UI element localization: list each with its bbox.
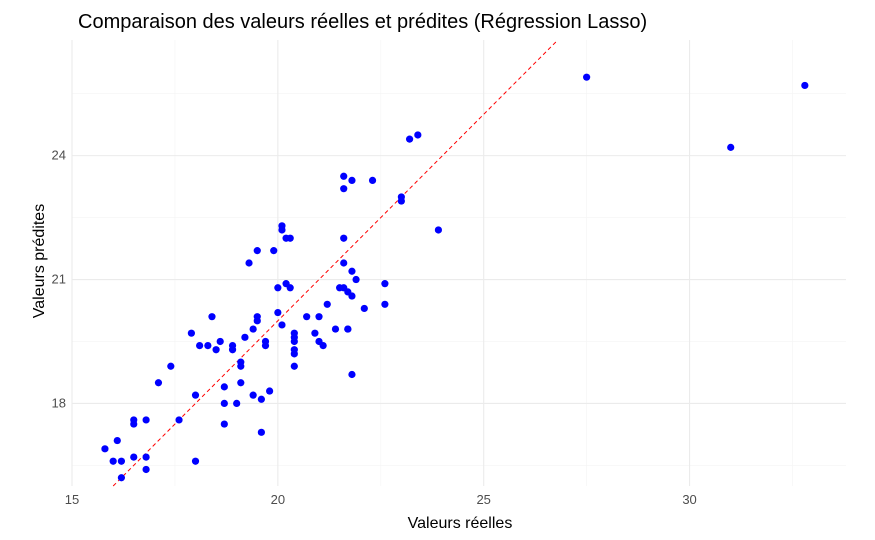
data-point xyxy=(245,259,253,267)
data-point xyxy=(241,333,249,341)
data-point xyxy=(191,391,200,399)
data-point xyxy=(208,313,216,321)
data-point xyxy=(278,321,286,329)
data-point xyxy=(101,445,109,453)
data-point xyxy=(311,329,319,337)
data-point xyxy=(340,234,348,242)
y-axis-ticks: 18 21 24 xyxy=(52,148,66,411)
data-point xyxy=(142,416,150,424)
data-point xyxy=(344,325,352,333)
x-tick-label: 30 xyxy=(682,492,696,507)
data-point xyxy=(315,313,323,321)
data-point xyxy=(228,341,237,350)
data-point xyxy=(348,176,356,185)
y-tick-label: 21 xyxy=(52,272,66,287)
data-point xyxy=(340,185,348,193)
y-tick-label: 18 xyxy=(52,395,66,410)
data-point xyxy=(319,341,327,350)
data-point xyxy=(270,247,278,255)
data-point xyxy=(340,259,348,267)
data-point xyxy=(142,465,150,474)
data-point xyxy=(331,325,340,333)
y-axis-title: Valeurs prédites xyxy=(31,204,48,318)
grid xyxy=(71,40,846,486)
chart-title: Comparaison des valeurs réelles et prédi… xyxy=(78,11,647,33)
data-point xyxy=(191,457,200,465)
data-point xyxy=(109,457,117,465)
data-point xyxy=(249,391,257,399)
y-tick-label: 24 xyxy=(52,148,66,163)
data-point xyxy=(286,284,294,292)
data-point xyxy=(266,387,274,395)
data-point xyxy=(303,313,311,321)
data-point xyxy=(113,436,121,445)
data-point xyxy=(220,420,228,428)
data-point xyxy=(130,420,138,428)
data-point xyxy=(274,284,282,292)
data-point xyxy=(290,329,298,337)
data-point xyxy=(434,226,443,234)
data-point xyxy=(204,341,212,350)
data-point xyxy=(274,308,282,317)
data-points xyxy=(101,73,809,482)
data-point xyxy=(352,275,360,284)
data-point xyxy=(220,399,228,408)
data-point xyxy=(727,143,735,151)
data-point xyxy=(216,337,224,346)
data-point xyxy=(187,329,195,337)
data-point xyxy=(397,197,405,205)
data-point xyxy=(583,73,591,81)
data-point xyxy=(257,395,265,403)
data-point xyxy=(237,362,245,370)
data-point xyxy=(167,362,175,370)
data-point xyxy=(340,172,348,180)
data-point xyxy=(117,457,126,465)
data-point xyxy=(130,453,138,461)
data-point xyxy=(212,346,220,354)
data-point xyxy=(278,226,286,234)
data-point xyxy=(323,300,331,308)
data-point xyxy=(290,362,298,370)
x-tick-label: 15 xyxy=(65,492,79,507)
data-point xyxy=(154,379,163,387)
data-point xyxy=(233,399,241,408)
data-point xyxy=(290,350,298,358)
x-tick-label: 25 xyxy=(476,492,490,507)
data-point xyxy=(414,131,422,139)
data-point xyxy=(237,379,245,387)
data-point xyxy=(368,176,377,185)
data-point xyxy=(257,428,265,436)
data-point xyxy=(348,292,356,300)
data-point xyxy=(290,337,298,346)
x-axis-ticks: 15 20 25 30 xyxy=(65,492,697,507)
data-point xyxy=(253,247,261,255)
data-point xyxy=(405,135,414,143)
data-point xyxy=(142,453,150,461)
data-point xyxy=(253,313,261,321)
x-tick-label: 20 xyxy=(271,492,285,507)
data-point xyxy=(348,267,356,275)
data-point xyxy=(348,370,356,379)
data-point xyxy=(175,416,183,424)
data-point xyxy=(360,304,368,313)
data-point xyxy=(381,280,389,288)
x-axis-title: Valeurs réelles xyxy=(408,515,513,532)
data-point xyxy=(261,337,270,346)
data-point xyxy=(249,325,257,333)
data-point xyxy=(220,383,228,391)
data-point xyxy=(381,300,389,308)
data-point xyxy=(117,474,126,482)
data-point xyxy=(196,341,204,350)
data-point xyxy=(286,234,294,242)
data-point xyxy=(801,81,809,90)
